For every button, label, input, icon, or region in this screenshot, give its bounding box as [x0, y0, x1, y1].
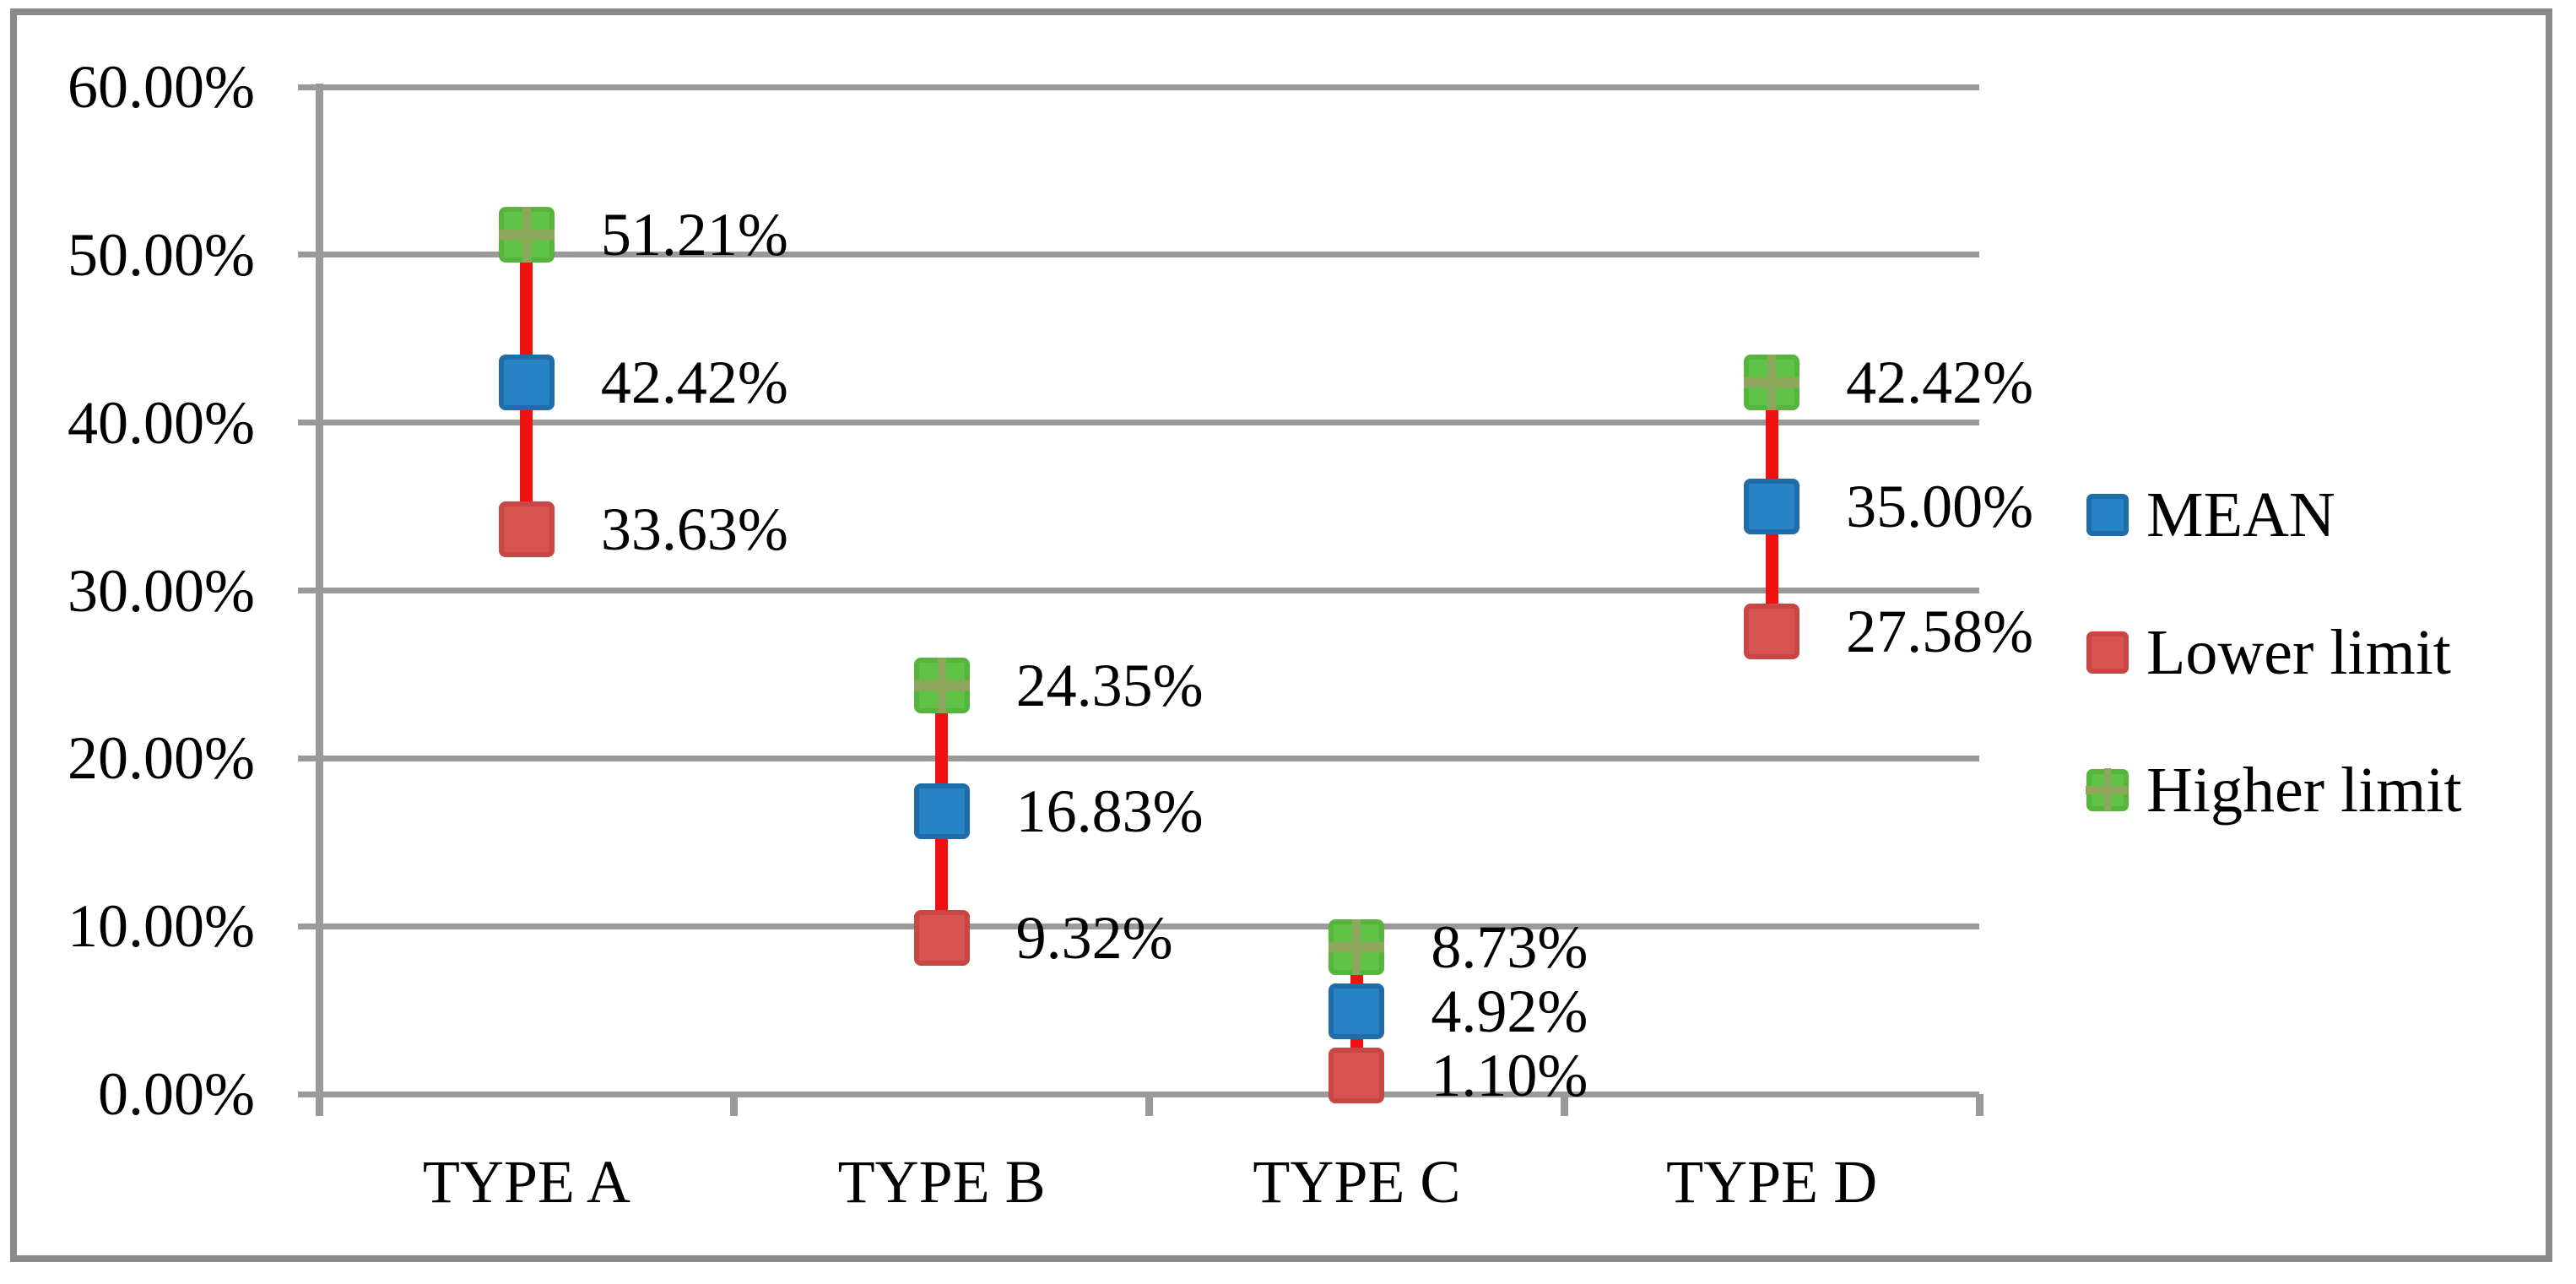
gridline [298, 1091, 1979, 1097]
data-label-higher-limit-type-c: 8.73% [1431, 913, 1588, 982]
gridline [298, 588, 1979, 593]
gridline [298, 923, 1979, 929]
marker-higher-limit-type-d [1744, 354, 1800, 410]
category-label-type-c: TYPE C [1253, 1148, 1461, 1216]
legend-label-lower-limit: Lower limit [2146, 617, 2451, 688]
legend-swatch-higher-limit-icon [2086, 768, 2129, 811]
marker-cross-icon [1767, 354, 1777, 410]
marker-cross-icon [937, 657, 946, 713]
y-tick-label: 60.00% [68, 53, 255, 121]
x-axis-tick [1145, 1094, 1153, 1116]
legend-cross-icon [2104, 768, 2111, 810]
y-tick-label: 40.00% [68, 388, 255, 457]
category-label-type-d: TYPE D [1666, 1148, 1878, 1216]
data-label-lower-limit-type-b: 9.32% [1015, 903, 1173, 972]
legend-label-higher-limit: Higher limit [2146, 755, 2462, 826]
gridline [298, 755, 1979, 761]
y-tick-label: 20.00% [68, 724, 255, 793]
marker-lower-limit-type-a [498, 501, 555, 558]
data-label-lower-limit-type-c: 1.10% [1431, 1042, 1588, 1110]
marker-lower-limit-type-d [1744, 603, 1800, 659]
category-label-type-b: TYPE B [837, 1148, 1046, 1216]
data-label-higher-limit-type-a: 51.21% [600, 200, 788, 268]
legend-swatch-lower-limit-icon [2086, 631, 2129, 674]
gridline [298, 84, 1979, 90]
x-axis-tick [1560, 1094, 1568, 1116]
marker-mean-type-b [913, 783, 970, 840]
data-label-lower-limit-type-a: 33.63% [600, 496, 788, 564]
data-label-lower-limit-type-d: 27.58% [1846, 597, 2034, 665]
y-tick-label: 10.00% [68, 892, 255, 961]
gridline [298, 420, 1979, 426]
marker-mean-type-a [498, 354, 555, 410]
x-axis-tick [730, 1094, 739, 1116]
marker-lower-limit-type-b [913, 909, 970, 966]
legend-swatch-mean-icon [2086, 494, 2129, 536]
marker-higher-limit-type-c [1329, 919, 1385, 976]
marker-mean-type-c [1329, 983, 1385, 1040]
data-label-mean-type-b: 16.83% [1015, 777, 1204, 846]
category-label-type-a: TYPE A [422, 1148, 630, 1216]
data-label-mean-type-a: 42.42% [600, 348, 788, 416]
legend-label-mean: MEAN [2146, 479, 2335, 550]
data-label-higher-limit-type-d: 42.42% [1846, 348, 2034, 416]
y-axis-line [315, 84, 323, 1116]
gridline [298, 252, 1979, 258]
marker-higher-limit-type-b [913, 657, 970, 713]
x-axis-tick [1975, 1094, 1983, 1116]
marker-higher-limit-type-a [498, 206, 555, 263]
data-label-higher-limit-type-b: 24.35% [1015, 651, 1204, 719]
y-tick-label: 50.00% [68, 220, 255, 289]
marker-cross-icon [1352, 919, 1361, 976]
data-label-mean-type-c: 4.92% [1431, 978, 1588, 1046]
y-tick-label: 0.00% [98, 1060, 255, 1128]
chart-frame [10, 8, 2552, 1262]
marker-lower-limit-type-c [1329, 1048, 1385, 1104]
marker-mean-type-d [1744, 479, 1800, 535]
y-tick-label: 30.00% [68, 556, 255, 625]
marker-cross-icon [522, 206, 531, 263]
data-label-mean-type-d: 35.00% [1846, 473, 2034, 541]
x-axis-tick [315, 1094, 323, 1116]
